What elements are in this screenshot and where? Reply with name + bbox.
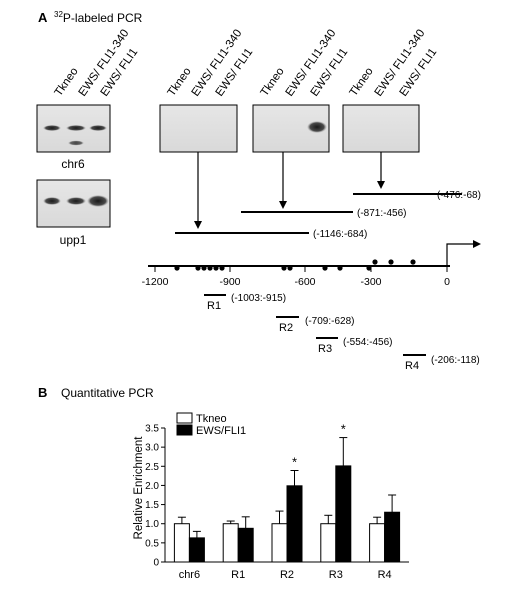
- chart-bars: [173, 437, 401, 563]
- gel-label-chr6: chr6: [61, 157, 85, 171]
- significance-star: *: [341, 422, 346, 437]
- legend-swatch-tkneo: [176, 412, 193, 424]
- fragment-label-2: (-871:-456): [357, 208, 406, 219]
- panel-a-title: 32P-labeled PCR: [54, 10, 143, 25]
- legend-label-tkneo: Tkneo: [196, 413, 227, 425]
- arrows: [194, 152, 385, 229]
- bar-ewsfli1: [286, 485, 303, 563]
- region-coords-r3: (-554:-456): [343, 337, 392, 348]
- panel-b-label: B: [38, 385, 47, 400]
- gel-upp1: [36, 179, 111, 228]
- y-tick-label: 1.0: [145, 519, 159, 530]
- panel-a-title-sup: 32: [54, 10, 63, 19]
- fragment-label-3: (-1146:-684): [313, 229, 367, 240]
- gel-region-left: [159, 104, 238, 153]
- promoter-tick-label: 0: [444, 276, 450, 288]
- region-name-r1: R1: [207, 300, 221, 312]
- promoter-tick-label: -300: [360, 276, 381, 288]
- bar-chart: 0 0.5 1.0 1.5 2.0 2.5 3.0 3.5 chr6 R1 * R2 * R3 R4: [145, 422, 409, 581]
- x-tick-label: R4: [378, 569, 392, 581]
- region-coords-r2: (-709:-628): [305, 316, 354, 327]
- gel-region-middle: [252, 104, 330, 153]
- arrow-left-head: [194, 221, 202, 229]
- y-tick-label: 0: [153, 558, 159, 569]
- gel-region-right: [342, 104, 420, 153]
- y-tick-label: 3.5: [145, 424, 159, 435]
- x-tick-label: chr6: [179, 569, 200, 581]
- bar-ewsfli1: [188, 537, 205, 563]
- region-name-r3: R3: [318, 343, 332, 355]
- tss-arrow-head: [473, 240, 481, 248]
- promoter-tick-label: -900: [219, 276, 240, 288]
- fragments: [175, 193, 462, 234]
- y-tick-label: 3.0: [145, 443, 159, 454]
- region-name-r4: R4: [405, 360, 419, 372]
- lane-label-tkneo: Tkneo: [166, 66, 194, 99]
- panel-a-title-rest: P-labeled PCR: [63, 11, 143, 25]
- panel-b-title: Quantitative PCR: [61, 386, 154, 400]
- y-axis-label: Relative Enrichment: [133, 436, 145, 540]
- gel-label-upp1: upp1: [60, 233, 87, 247]
- arrow-right-head: [377, 181, 385, 189]
- chart-labels: 0 0.5 1.0 1.5 2.0 2.5 3.0 3.5 chr6 R1 * R2 * R3 R4: [145, 422, 392, 581]
- lane-label-tkneo: Tkneo: [259, 66, 287, 99]
- arrow-middle-head: [279, 201, 287, 209]
- regions: R1 (-1003:-915) R2 (-709:-628) R3 (-554:…: [204, 293, 480, 372]
- promoter-map: [148, 240, 481, 272]
- y-tick-label: 2.5: [145, 462, 159, 473]
- tss-arrow: [446, 243, 475, 266]
- promoter-tick-label: -1200: [142, 276, 169, 288]
- bar-tkneo: [271, 523, 288, 563]
- y-tick-label: 1.5: [145, 500, 159, 511]
- bar-ewsfli1: [335, 465, 352, 563]
- promoter-ticks: -1200 -900 -600 -300 0: [142, 276, 451, 288]
- y-tick-label: 0.5: [145, 538, 159, 549]
- bar-ewsfli1: [237, 527, 254, 563]
- bar-tkneo: [222, 523, 239, 563]
- region-coords-r4: (-206:-118): [431, 355, 480, 366]
- significance-star: *: [292, 454, 297, 469]
- legend-swatch-ewsfli1: [176, 424, 193, 436]
- x-tick-label: R1: [231, 569, 245, 581]
- region-coords-r1: (-1003:-915): [231, 293, 286, 304]
- region-name-r2: R2: [279, 322, 293, 334]
- bar-tkneo: [173, 523, 190, 563]
- binding-sites: [174, 259, 416, 271]
- bar-tkneo: [369, 523, 386, 563]
- panel-a-label: A: [38, 10, 48, 25]
- x-tick-label: R3: [329, 569, 343, 581]
- fragment-label-1: (-476:-68): [437, 190, 481, 201]
- lane-label-tkneo: Tkneo: [53, 66, 81, 99]
- gel-chr6: [36, 104, 111, 153]
- chart-legend: Tkneo EWS/FLI1: [176, 412, 246, 437]
- bar-tkneo: [320, 523, 337, 563]
- x-tick-label: R2: [280, 569, 294, 581]
- bar-ewsfli1: [384, 511, 401, 563]
- legend-label-ewsfli1: EWS/FLI1: [196, 425, 246, 437]
- lane-label-tkneo: Tkneo: [348, 66, 376, 99]
- y-tick-label: 2.0: [145, 481, 159, 492]
- lane-labels: Tkneo EWS/ FLI1-340 EWS/ FLI1 Tkneo EWS/…: [53, 27, 440, 98]
- promoter-tick-label: -600: [294, 276, 315, 288]
